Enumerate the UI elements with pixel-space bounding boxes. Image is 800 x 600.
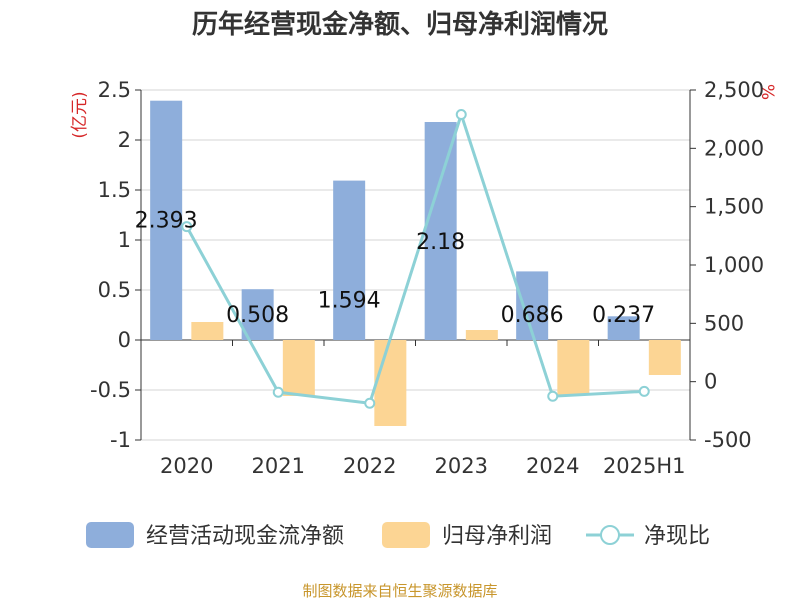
bar: [150, 100, 183, 340]
right-tick-label: 0: [704, 370, 717, 394]
category-label: 2025H1: [603, 454, 686, 478]
legend-label: 净现比: [644, 524, 710, 549]
bars: [150, 100, 681, 426]
category-label: 2023: [435, 454, 488, 478]
line-point: [364, 397, 376, 409]
left-tick-label: 0: [118, 328, 131, 352]
line-point: [547, 390, 559, 402]
bar: [424, 122, 457, 340]
left-tick-label: 2.5: [98, 78, 131, 102]
bar: [191, 322, 224, 340]
left-axis-unit: (亿元): [70, 91, 90, 138]
category-label: 2021: [252, 454, 305, 478]
line-point: [638, 385, 650, 397]
left-tick-label: -0.5: [90, 378, 131, 402]
bar: [465, 330, 498, 340]
tick-labels: 2.5 2 1.5 1 0.5 0 -0.5 -1 2,500 2,000 1,500 1,000 50…: [90, 78, 764, 478]
category-label: 2022: [343, 454, 396, 478]
bar-value-label: 2.393: [135, 209, 198, 234]
category-label: 2020: [160, 454, 213, 478]
bar-value-label: 0.686: [501, 303, 564, 328]
right-tick-label: 2,000: [704, 136, 764, 160]
left-tick-label: 1.5: [98, 178, 131, 202]
left-tick-label: -1: [110, 428, 131, 452]
bar-value-label: 2.18: [416, 230, 465, 255]
legend-label: 归母净利润: [442, 524, 552, 549]
right-tick-label: 1,000: [704, 253, 764, 277]
left-tick-label: 0.5: [98, 278, 131, 302]
legend: 经营活动现金流净额 归母净利润 净现比: [86, 522, 710, 549]
legend-marker: [600, 525, 620, 545]
line-point: [455, 109, 467, 120]
right-tick-label: 2,500: [704, 78, 764, 102]
bar-value-label: 0.508: [226, 303, 289, 328]
grid: [141, 89, 690, 441]
bar-value-label: 0.237: [592, 303, 655, 328]
bar: [333, 180, 366, 340]
right-axis-unit: %: [757, 84, 777, 100]
line-series: [181, 109, 650, 409]
line-path: [185, 109, 645, 405]
right-tick-label: 500: [704, 311, 744, 335]
axes: [135, 89, 696, 441]
left-tick-label: 2: [118, 128, 131, 152]
bar: [241, 289, 274, 340]
line-point: [272, 386, 284, 398]
bar: [607, 316, 640, 340]
line-point: [181, 221, 193, 233]
left-tick-label: 1: [118, 228, 131, 252]
right-tick-label: 1,500: [704, 195, 764, 219]
data-labels: 2.393 0.508 1.594 2.18 0.686 0.237: [135, 209, 655, 328]
legend-label: 经营活动现金流净额: [146, 524, 344, 549]
bar: [374, 340, 407, 426]
source-note: 制图数据来自恒生聚源数据库: [302, 582, 497, 600]
bar-value-label: 1.594: [318, 289, 381, 314]
chart-title: 历年经营现金净额、归母净利润情况: [192, 9, 608, 40]
legend-swatch: [382, 522, 430, 548]
right-tick-label: -500: [704, 428, 752, 452]
category-label: 2024: [526, 454, 579, 478]
bar: [282, 340, 315, 396]
bar: [648, 340, 681, 375]
bar: [557, 340, 590, 395]
legend-swatch: [86, 522, 134, 548]
